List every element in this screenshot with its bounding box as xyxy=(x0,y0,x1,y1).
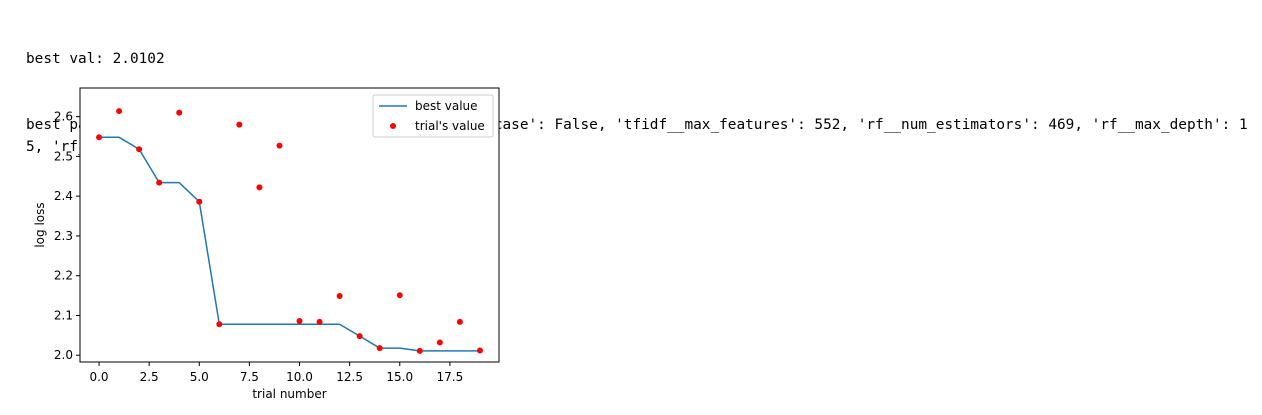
x-axis: 0.0 2.5 5.0 7.5 10.0 12.5 15.0 17.5 xyxy=(89,362,463,384)
trial-value-point xyxy=(376,345,383,352)
x-tick-label: 2.5 xyxy=(140,370,159,384)
trial-value-point xyxy=(436,339,443,346)
trial-value-point xyxy=(96,134,103,141)
trial-value-point xyxy=(196,198,203,205)
trial-value-point xyxy=(116,108,123,115)
y-tick-label: 2.4 xyxy=(54,189,73,203)
legend-label-best-value: best value xyxy=(415,99,478,113)
trial-value-point xyxy=(176,109,183,116)
trial-value-point xyxy=(256,184,263,191)
trial-value-point xyxy=(456,318,463,325)
trial-value-point xyxy=(136,146,143,153)
trial-value-point xyxy=(156,179,163,186)
x-axis-label: trial number xyxy=(252,387,326,401)
x-tick-label: 15.0 xyxy=(386,370,413,384)
y-tick-label: 2.2 xyxy=(54,269,73,283)
trial-value-point xyxy=(236,121,243,128)
trial-value-point xyxy=(396,292,403,299)
y-tick-label: 2.0 xyxy=(54,348,73,362)
best-value-line: best val: 2.0102 xyxy=(26,51,165,67)
trial-value-point xyxy=(276,142,283,149)
trial-value-point xyxy=(216,321,223,328)
y-tick-label: 2.3 xyxy=(54,229,73,243)
x-tick-label: 5.0 xyxy=(190,370,209,384)
trial-value-point xyxy=(316,318,323,325)
trial-value-point xyxy=(416,347,423,354)
best-value-line xyxy=(99,136,480,352)
y-tick-label: 2.5 xyxy=(54,149,73,163)
x-tick-label: 0.0 xyxy=(89,370,108,384)
plot-frame xyxy=(79,87,500,363)
x-tick-label: 17.5 xyxy=(437,370,464,384)
legend-dot-swatch xyxy=(390,123,396,129)
x-tick-label: 10.0 xyxy=(286,370,313,384)
series-layer xyxy=(96,108,483,354)
trial-value-point xyxy=(296,318,303,325)
y-axis-label: log loss xyxy=(33,202,47,247)
x-tick-label: 7.5 xyxy=(240,370,259,384)
trial-value-point xyxy=(476,347,483,354)
y-axis: 2.0 2.1 2.2 2.3 2.4 2.5 2.6 xyxy=(54,110,80,362)
x-tick-label: 12.5 xyxy=(336,370,363,384)
legend: best value trial's value xyxy=(372,94,494,138)
y-tick-label: 2.1 xyxy=(54,308,73,322)
trial-value-point xyxy=(336,292,343,299)
y-tick-label: 2.6 xyxy=(54,110,73,124)
trial-value-point xyxy=(356,333,363,340)
legend-label-trial-value: trial's value xyxy=(415,119,485,133)
